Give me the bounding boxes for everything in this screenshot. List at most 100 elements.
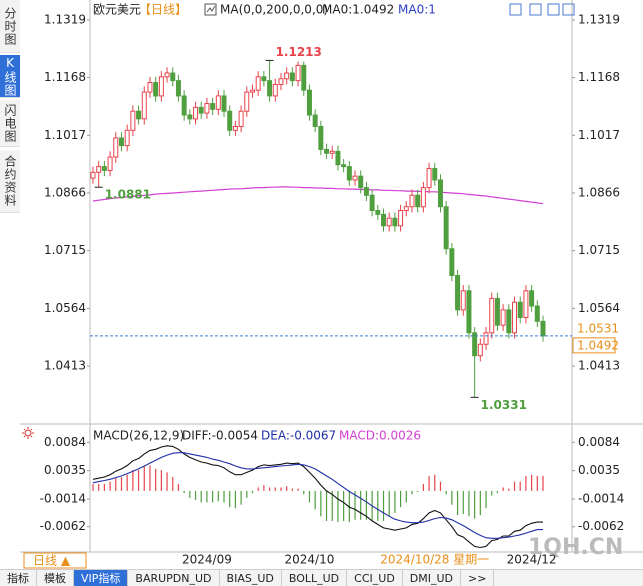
sidebar-tab[interactable]: K线图 <box>0 55 20 98</box>
symbol: 欧元美元 <box>93 3 141 17</box>
candle-body <box>403 206 409 212</box>
candle-body <box>187 114 193 120</box>
x-tick-label: 2024/12 <box>507 553 557 567</box>
indicator-icon-line <box>206 5 216 13</box>
macd-dea-label: DEA:-0.0067 <box>261 429 336 443</box>
candle-body <box>386 217 392 227</box>
candle-body <box>232 125 238 131</box>
icon-zoom[interactable] <box>547 3 560 16</box>
crosshair-label: 2024/10/28 星期一 <box>380 553 489 567</box>
candle-body <box>158 76 164 97</box>
reference-price-label: 1.0531 <box>577 321 619 335</box>
dea-line <box>92 452 543 539</box>
candle-body <box>136 110 142 120</box>
candle-body <box>153 82 159 97</box>
candle-body <box>312 114 318 127</box>
candle-body <box>500 309 506 326</box>
y2-tick-label: 1.1168 <box>578 70 620 84</box>
tab[interactable]: DMI_UD <box>403 570 462 586</box>
icon-close[interactable] <box>562 3 575 16</box>
tab[interactable]: 指标 <box>0 570 37 586</box>
candle-body <box>198 106 204 114</box>
candle-body <box>175 80 181 97</box>
candle-body <box>506 309 512 334</box>
candle-body <box>409 194 415 208</box>
indicator-icon[interactable] <box>204 3 217 16</box>
macd-icon-rays <box>22 427 34 439</box>
candle-body <box>204 103 210 114</box>
candle-body <box>375 210 381 215</box>
macd-title: MACD(26,12,9) <box>93 429 184 443</box>
y2-tick-label: 0.0084 <box>578 435 620 449</box>
candle-body <box>329 150 335 154</box>
sidebar-tab[interactable]: 合约资料 <box>0 150 20 213</box>
macd-icon <box>22 427 34 439</box>
candle-body <box>113 137 119 158</box>
tab[interactable]: VIP指标 <box>74 570 129 586</box>
sidebar-tab[interactable]: 闪电图 <box>0 100 20 147</box>
candle-body <box>426 168 432 189</box>
y2-tick-label: 1.0866 <box>578 185 620 199</box>
ma-value: MA0:1.0492 <box>322 3 394 17</box>
period-button[interactable]: 日线 ▲ <box>33 554 71 568</box>
ma-count: MA0:1 <box>398 3 436 17</box>
candle-body <box>324 148 330 154</box>
y2-tick-label: 1.0715 <box>578 243 620 257</box>
y2-tick-label: 1.0564 <box>578 301 620 315</box>
macd-diff-label: DIFF:-0.0054 <box>182 429 258 443</box>
candle-body <box>301 64 307 91</box>
candle-body <box>381 213 387 227</box>
sidebar-tab[interactable]: 分时图 <box>0 0 20 53</box>
candle-body <box>477 343 483 357</box>
candle-body <box>96 166 102 173</box>
y-tick-label: 1.0564 <box>44 301 86 315</box>
candle-body <box>284 72 290 80</box>
tab[interactable]: BOLL_UD <box>282 570 348 586</box>
tab[interactable]: CCI_UD <box>347 570 403 586</box>
period-button-box[interactable] <box>23 552 87 569</box>
y-tick-label: -0.0062 <box>40 519 86 533</box>
candle-body <box>449 248 455 276</box>
icon-grid[interactable] <box>529 3 542 16</box>
candle-body <box>147 82 153 93</box>
candle-body <box>529 290 535 307</box>
candle-body <box>523 290 529 319</box>
candle-body <box>272 83 278 97</box>
tab[interactable]: >> <box>461 570 495 586</box>
ma-line <box>92 186 544 205</box>
candle-body <box>306 89 312 116</box>
candle-body <box>107 156 113 171</box>
tab[interactable]: BIAS_UD <box>220 570 282 586</box>
candle-body <box>363 187 369 196</box>
y2-tick-label: 1.1017 <box>578 128 620 142</box>
candle-body <box>278 78 284 85</box>
diff-line <box>92 445 543 549</box>
y2-tick-label: -0.0014 <box>578 491 624 505</box>
candle-body <box>210 103 216 110</box>
candle-body <box>466 290 472 334</box>
candle-body <box>352 175 358 181</box>
candle-body <box>358 175 364 189</box>
tab[interactable]: BARUPDN_UD <box>128 570 220 586</box>
watermark: 1QH.CN <box>528 535 623 560</box>
annotation-label: 1.1213 <box>276 45 322 59</box>
candle-body <box>455 274 461 311</box>
indicator: MA(0,0,200,0,0,0) <box>220 3 328 17</box>
candle-body <box>415 194 421 208</box>
y2-tick-label: 1.1319 <box>578 12 620 26</box>
tab[interactable]: 模板 <box>37 570 74 586</box>
y-tick-label: 1.1319 <box>44 12 86 26</box>
candle-body <box>267 80 273 97</box>
candle-body <box>250 89 255 93</box>
candle-body <box>221 95 227 112</box>
y-tick-label: 1.0413 <box>44 359 86 373</box>
candle-body <box>90 171 96 179</box>
y2-tick-label: 1.0413 <box>578 359 620 373</box>
last-price-box <box>572 337 616 354</box>
macd-icon-circle[interactable] <box>24 429 32 437</box>
toolbar-icons <box>509 3 575 16</box>
candle-body <box>289 72 295 82</box>
icon-fit[interactable] <box>509 3 522 16</box>
y-tick-label: 1.0715 <box>44 243 86 257</box>
